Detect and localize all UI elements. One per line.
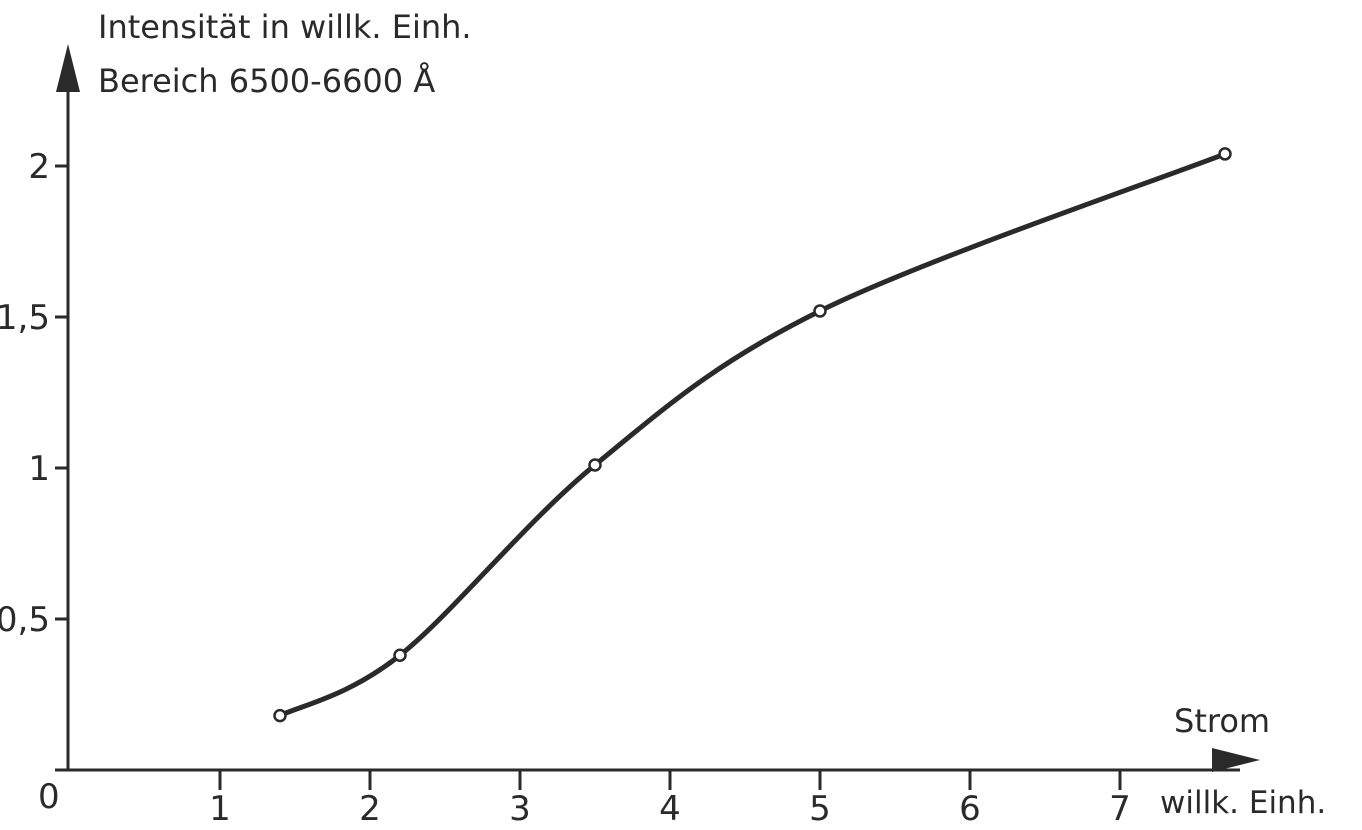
x-tick-label: 1 xyxy=(209,789,231,829)
x-tick-label: 3 xyxy=(509,789,531,829)
x-axis-arrow xyxy=(1212,748,1260,772)
chart-subtitle: Bereich 6500-6600 Å xyxy=(98,62,435,100)
x-axis-unit: willk. Einh. xyxy=(1160,785,1326,821)
data-point xyxy=(588,458,602,472)
x-tick-label: 7 xyxy=(1109,789,1131,829)
data-point xyxy=(813,304,827,318)
y-tick-label: 0,5 xyxy=(0,600,50,640)
series-line xyxy=(277,151,1228,719)
chart-title: Intensität in willk. Einh. xyxy=(98,8,472,46)
x-ticks: 1 2 3 4 5 6 7 xyxy=(209,770,1131,829)
data-point xyxy=(1218,147,1232,161)
data-point xyxy=(273,708,287,723)
origin-label: 0 xyxy=(38,777,60,817)
y-axis-arrow xyxy=(56,44,80,92)
y-ticks: 0,5 1 1,5 2 xyxy=(0,147,68,640)
x-tick-label: 6 xyxy=(959,789,981,829)
x-tick-label: 4 xyxy=(659,789,681,829)
data-points xyxy=(273,147,1232,723)
x-tick-label: 5 xyxy=(809,789,831,829)
y-tick-label: 1 xyxy=(28,449,50,489)
x-axis-label: Strom xyxy=(1174,702,1270,740)
x-tick-label: 2 xyxy=(359,789,381,829)
y-tick-label: 2 xyxy=(28,147,50,187)
data-point xyxy=(393,648,407,662)
y-tick-label: 1,5 xyxy=(0,298,50,338)
